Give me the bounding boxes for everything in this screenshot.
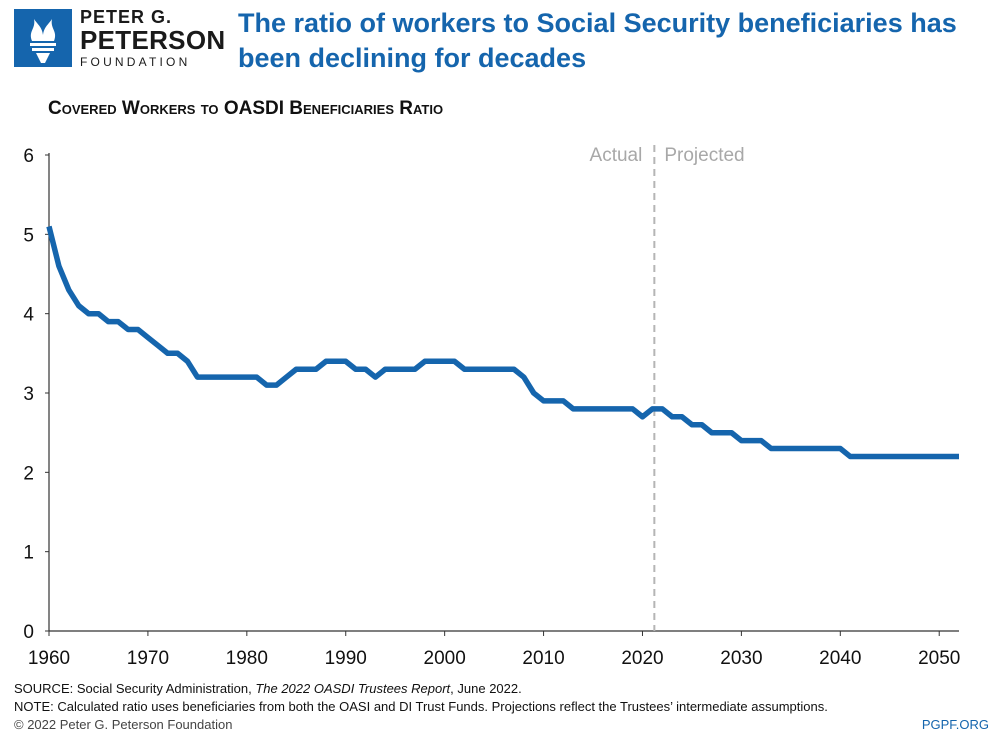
y-tick-label: 6 xyxy=(23,146,34,167)
logo-line-2: PETERSON xyxy=(80,25,226,55)
x-tick-label: 2000 xyxy=(424,648,466,669)
y-tick-label: 1 xyxy=(23,543,34,564)
logo-line-1: PETER G. xyxy=(80,7,173,27)
actual-label: Actual xyxy=(590,145,643,166)
headline: The ratio of workers to Social Security … xyxy=(238,8,957,73)
x-tick-label: 2030 xyxy=(720,648,762,669)
x-tick-label: 1990 xyxy=(325,648,367,669)
x-tick-label: 2050 xyxy=(918,648,960,669)
ratio-series-line xyxy=(46,225,959,460)
methodology-note: NOTE: Calculated ratio uses beneficiarie… xyxy=(14,699,828,714)
source-prefix: SOURCE: Social Security Administration, xyxy=(14,681,256,696)
source-suffix: , June 2022. xyxy=(450,681,522,696)
logo-line-3: FOUNDATION xyxy=(80,55,191,69)
source-title: The 2022 OASDI Trustees Report xyxy=(255,681,451,696)
x-tick-label: 1970 xyxy=(127,648,169,669)
y-tick-label: 5 xyxy=(23,225,34,246)
projected-label: Projected xyxy=(664,145,744,166)
website-link[interactable]: PGPF.ORG xyxy=(921,717,989,732)
y-tick-label: 3 xyxy=(23,384,34,405)
y-tick-label: 2 xyxy=(23,463,34,484)
torch-logo-icon xyxy=(14,9,72,67)
x-tick-label: 1980 xyxy=(226,648,268,669)
source-note: SOURCE: Social Security Administration, … xyxy=(14,681,522,696)
x-tick-label: 2010 xyxy=(522,648,564,669)
y-tick-label: 0 xyxy=(23,622,34,643)
copyright: © 2022 Peter G. Peterson Foundation xyxy=(14,717,233,732)
x-tick-label: 2040 xyxy=(819,648,861,669)
peterson-foundation-logo: PETER G. PETERSON FOUNDATION xyxy=(14,8,225,68)
x-tick-label: 2020 xyxy=(621,648,663,669)
y-tick-label: 4 xyxy=(23,305,34,326)
chart-title: Covered Workers to OASDI Beneficiaries R… xyxy=(48,98,444,119)
x-tick-label: 1960 xyxy=(28,648,70,669)
